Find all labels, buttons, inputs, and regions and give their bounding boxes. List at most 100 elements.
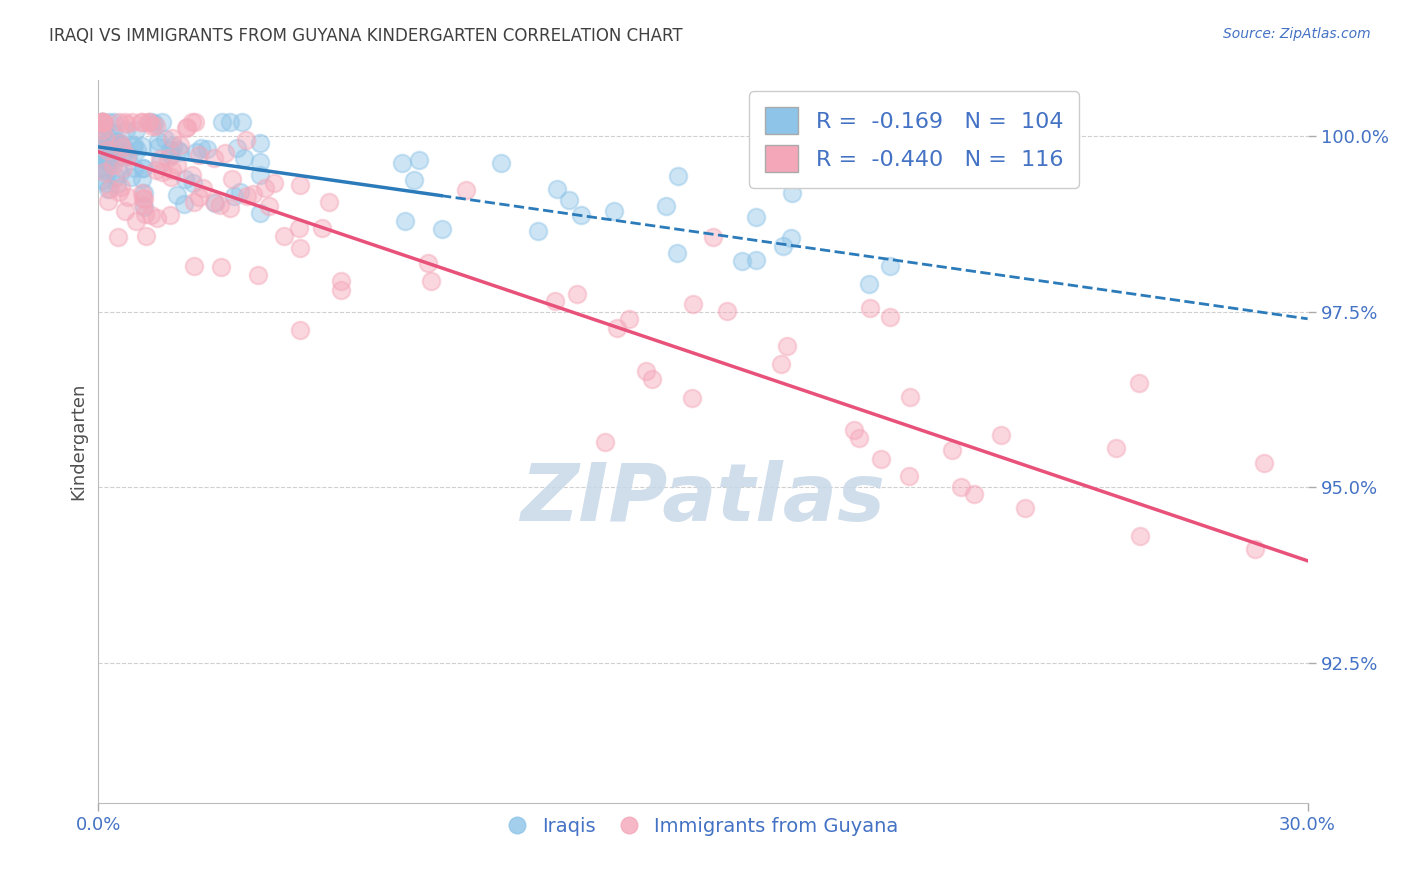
Point xyxy=(162,139,184,153)
Point xyxy=(131,186,153,200)
Point xyxy=(132,200,155,214)
Point xyxy=(91,115,114,129)
Point xyxy=(115,117,138,131)
Point xyxy=(114,204,136,219)
Point xyxy=(91,126,114,140)
Point xyxy=(209,198,232,212)
Point xyxy=(565,287,588,301)
Point xyxy=(98,151,121,165)
Point xyxy=(93,119,115,133)
Point xyxy=(222,189,245,203)
Point xyxy=(745,211,768,225)
Point xyxy=(139,115,162,129)
Point xyxy=(121,115,143,129)
Point xyxy=(132,198,155,212)
Point xyxy=(769,358,792,372)
Point xyxy=(91,115,114,129)
Point xyxy=(330,274,353,288)
Point xyxy=(702,230,724,244)
Point xyxy=(91,115,114,129)
Point xyxy=(134,207,156,221)
Point xyxy=(139,208,162,222)
Point xyxy=(131,191,153,205)
Point xyxy=(184,115,207,129)
Point xyxy=(108,185,131,199)
Point xyxy=(780,230,803,244)
Point xyxy=(772,239,794,253)
Point xyxy=(780,186,803,200)
Point xyxy=(98,132,121,146)
Point xyxy=(391,156,413,170)
Text: IRAQI VS IMMIGRANTS FROM GUYANA KINDERGARTEN CORRELATION CHART: IRAQI VS IMMIGRANTS FROM GUYANA KINDERGA… xyxy=(49,27,683,45)
Point xyxy=(176,120,198,135)
Point xyxy=(117,190,139,204)
Point xyxy=(990,427,1012,442)
Point xyxy=(159,170,181,185)
Point xyxy=(950,480,973,494)
Point xyxy=(108,115,131,129)
Point xyxy=(131,172,153,186)
Point xyxy=(249,168,271,182)
Point xyxy=(117,148,139,162)
Point xyxy=(98,182,121,196)
Point xyxy=(167,143,190,157)
Point xyxy=(110,180,132,194)
Point xyxy=(641,372,664,386)
Point xyxy=(180,168,202,182)
Point xyxy=(107,230,129,244)
Point xyxy=(91,160,114,174)
Point xyxy=(1105,441,1128,455)
Point xyxy=(145,162,167,177)
Point xyxy=(1243,542,1265,557)
Point xyxy=(166,157,188,171)
Point xyxy=(157,151,180,165)
Point xyxy=(716,304,738,318)
Point xyxy=(104,144,127,158)
Point xyxy=(160,163,183,178)
Point xyxy=(150,115,173,129)
Point xyxy=(195,142,218,156)
Point xyxy=(115,123,138,137)
Point xyxy=(221,171,243,186)
Point xyxy=(159,143,181,157)
Point xyxy=(125,143,148,157)
Point xyxy=(941,442,963,457)
Point xyxy=(97,182,120,196)
Point xyxy=(287,221,309,235)
Y-axis label: Kindergarten: Kindergarten xyxy=(69,383,87,500)
Point xyxy=(558,194,581,208)
Point xyxy=(96,144,118,158)
Point xyxy=(1129,529,1152,543)
Point xyxy=(149,152,172,166)
Point xyxy=(96,163,118,178)
Point xyxy=(859,301,882,315)
Point xyxy=(603,203,626,218)
Point xyxy=(129,115,152,129)
Point xyxy=(93,129,115,144)
Point xyxy=(122,140,145,154)
Point xyxy=(963,487,986,501)
Point xyxy=(94,153,117,167)
Point xyxy=(666,246,689,260)
Point xyxy=(104,152,127,166)
Point xyxy=(98,115,121,129)
Point xyxy=(134,186,156,201)
Point xyxy=(842,423,865,437)
Point xyxy=(91,115,114,129)
Point xyxy=(593,435,616,450)
Point xyxy=(1014,501,1036,516)
Point xyxy=(682,297,704,311)
Point xyxy=(166,188,188,202)
Point xyxy=(104,134,127,148)
Point xyxy=(257,198,280,212)
Point xyxy=(209,260,232,275)
Point xyxy=(125,214,148,228)
Point xyxy=(214,145,236,160)
Point xyxy=(91,137,114,152)
Point xyxy=(776,339,799,353)
Point xyxy=(235,133,257,147)
Point xyxy=(135,229,157,244)
Point xyxy=(169,145,191,159)
Point xyxy=(173,197,195,211)
Point xyxy=(131,115,153,129)
